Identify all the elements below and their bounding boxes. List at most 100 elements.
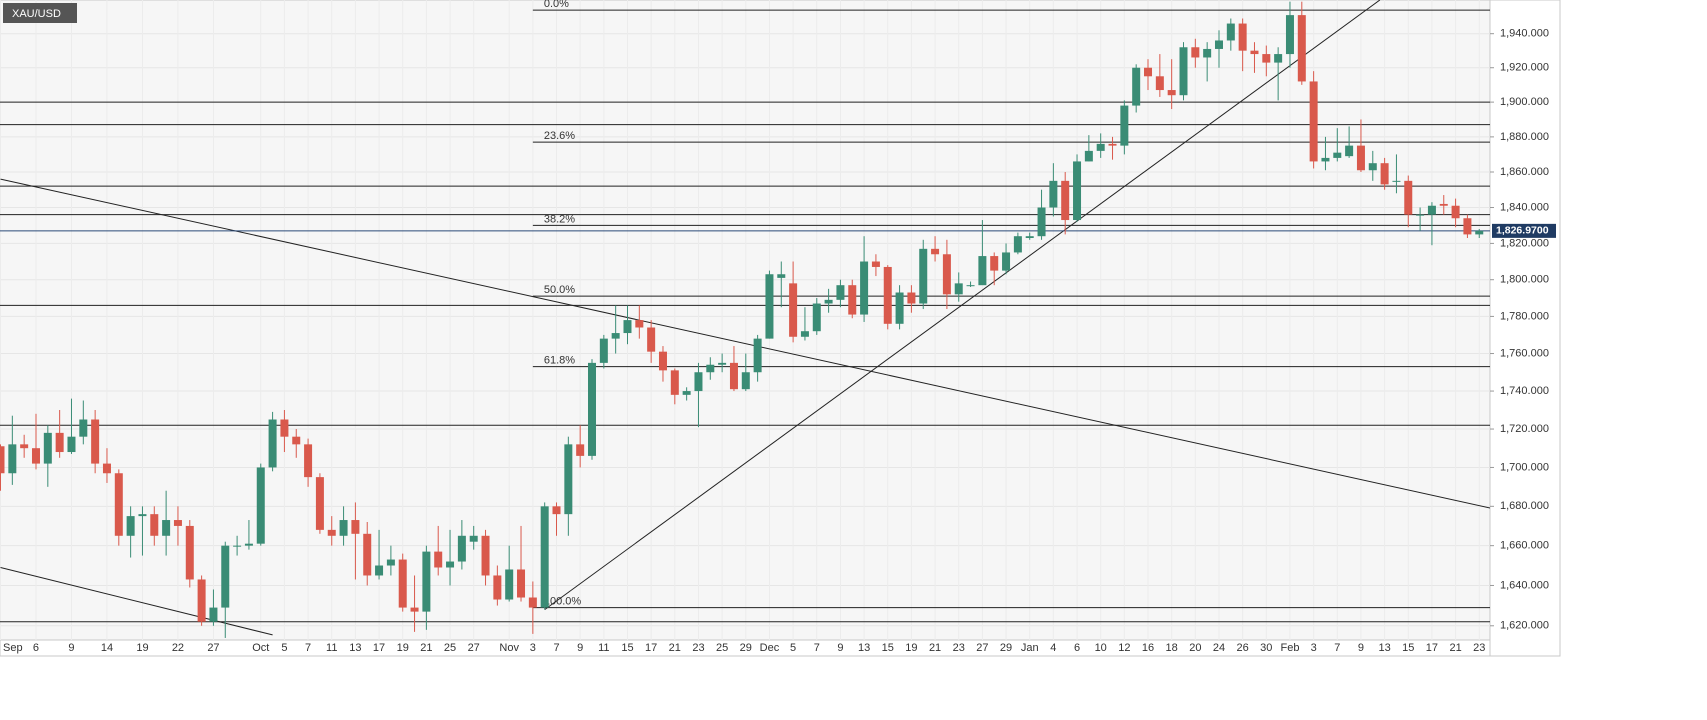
x-tick-label: 27 [976, 642, 988, 654]
fib-label: 100.0% [544, 595, 582, 607]
x-tick-label: 17 [373, 642, 385, 654]
y-tick-label: 1,800.000 [1500, 274, 1549, 286]
candle-body [55, 432, 64, 453]
candle-body [1463, 218, 1472, 235]
candle-body [1073, 161, 1082, 221]
candle-body [800, 331, 809, 337]
candle-body [883, 266, 892, 324]
candle-body [268, 419, 277, 468]
candle-body [1096, 143, 1105, 151]
candle-body [789, 283, 798, 337]
candle-body [386, 559, 395, 566]
fib-label: 38.2% [544, 213, 575, 225]
candle-body [43, 432, 52, 464]
candle-body [256, 467, 265, 544]
symbol-box [3, 3, 77, 23]
candle-body [777, 274, 786, 278]
candle-body [1238, 23, 1247, 51]
candle-body [1061, 180, 1070, 221]
candle-body [1037, 207, 1046, 237]
x-tick-label: 23 [953, 642, 965, 654]
candle-body [753, 338, 762, 373]
candle-body [954, 283, 963, 295]
x-tick-label: 29 [740, 642, 752, 654]
x-tick-label: 21 [1449, 642, 1461, 654]
y-tick-label: 1,740.000 [1500, 385, 1549, 397]
candle-body [233, 545, 242, 547]
candle-body [588, 362, 596, 456]
x-tick-label: 29 [1000, 642, 1012, 654]
y-tick-label: 1,760.000 [1500, 347, 1549, 359]
candle-body [398, 559, 407, 608]
candle-body [1380, 163, 1389, 185]
y-tick-label: 1,940.000 [1500, 28, 1549, 40]
x-tick-label: 9 [577, 642, 583, 654]
x-tick-label: 20 [1189, 642, 1201, 654]
candle-body [102, 463, 111, 474]
x-tick-label: 7 [814, 642, 820, 654]
x-tick-label: 26 [1237, 642, 1249, 654]
x-tick-label: 7 [553, 642, 559, 654]
candle-body [327, 529, 336, 536]
candle-body [91, 419, 100, 464]
x-tick-label: 17 [1426, 642, 1438, 654]
candle-body [623, 320, 632, 334]
x-tick-label: 21 [669, 642, 681, 654]
y-tick-label: 1,920.000 [1500, 62, 1549, 74]
candle-body [1132, 67, 1141, 106]
candle-body [907, 292, 916, 304]
x-axis-area [0, 639, 1491, 657]
x-tick-label: Oct [252, 642, 269, 654]
candle-body [363, 533, 372, 576]
x-tick-label: 13 [858, 642, 870, 654]
x-tick-label: 21 [420, 642, 432, 654]
x-tick-label: 7 [305, 642, 311, 654]
candle-body [611, 333, 620, 339]
candle-body [1013, 236, 1022, 253]
y-tick-label: 1,900.000 [1500, 96, 1549, 108]
candle-body [1203, 48, 1212, 58]
y-tick-label: 1,780.000 [1500, 310, 1549, 322]
candle-body [931, 248, 940, 255]
candle-body [280, 419, 289, 437]
candle-body [812, 303, 821, 332]
candle-body [185, 525, 194, 580]
trend-line [0, 178, 1490, 509]
candle-body [1416, 214, 1425, 216]
y-tick-label: 1,860.000 [1500, 166, 1549, 178]
candle-body [150, 514, 159, 536]
candle-body [860, 261, 869, 315]
x-tick-label: 6 [1074, 642, 1080, 654]
x-tick-label: 3 [1311, 642, 1317, 654]
y-axis-area [1489, 0, 1561, 657]
fib-label: 61.8% [544, 355, 575, 367]
x-tick-label: 3 [530, 642, 536, 654]
x-tick-label: 27 [468, 642, 480, 654]
candle-body [1309, 81, 1318, 162]
y-tick-label: 1,720.000 [1500, 423, 1549, 435]
candle-body [1214, 40, 1223, 49]
candle-body [871, 261, 880, 267]
candle-body [919, 248, 928, 304]
y-tick-label: 1,620.000 [1500, 620, 1549, 632]
x-tick-label: 25 [716, 642, 728, 654]
candle-body [706, 364, 715, 373]
candle-body [0, 446, 5, 474]
candle-body [576, 444, 585, 456]
candle-body [315, 477, 324, 530]
candle-body [966, 285, 975, 287]
candle-body [1321, 157, 1330, 162]
y-tick-label: 1,660.000 [1500, 540, 1549, 552]
x-tick-label: 30 [1260, 642, 1272, 654]
x-tick-label: 23 [692, 642, 704, 654]
candle-body [528, 597, 537, 608]
candle-body [741, 372, 750, 390]
y-tick-label: 1,700.000 [1500, 461, 1549, 473]
x-tick-label: 5 [281, 642, 287, 654]
x-tick-label: 16 [1142, 642, 1154, 654]
candle-body [1002, 252, 1011, 271]
y-tick-label: 1,820.000 [1500, 237, 1549, 249]
candle-body [162, 520, 171, 536]
candle-body [540, 506, 549, 608]
